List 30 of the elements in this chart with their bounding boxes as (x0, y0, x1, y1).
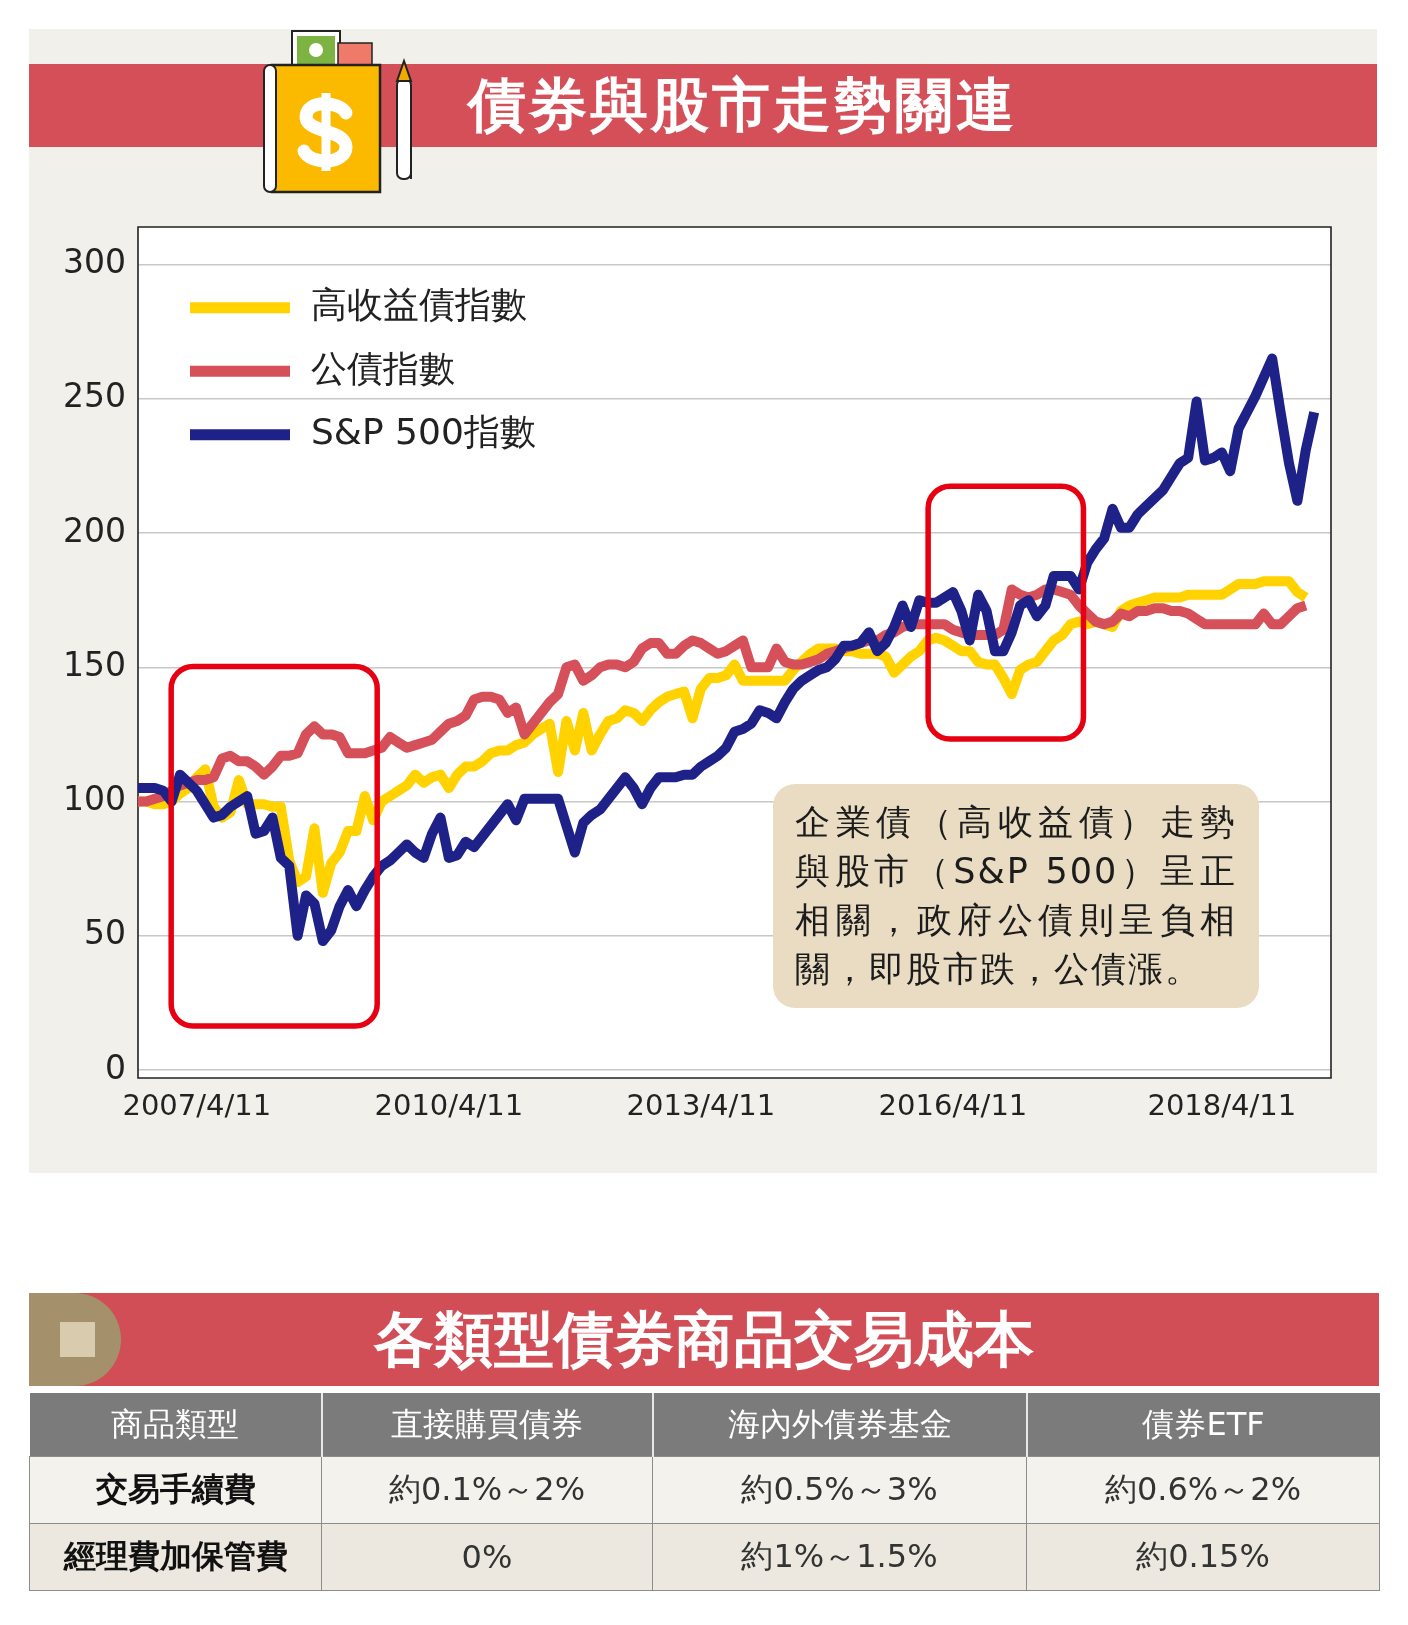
text: 約0.1%～2% (388, 1470, 586, 1508)
y-tick-label: 50 (84, 913, 126, 953)
annotation: 企業債（高收益債）走勢與股市（S&P 500）呈正相關，政府公債則呈負相關，即股市跌，公債漲。 (773, 784, 1259, 1008)
text: 各類型債券商品交易成本 (29, 1293, 1379, 1386)
legend-label: S&P 500指數 (311, 411, 536, 453)
y-tick-label: 250 (63, 376, 126, 416)
text: 約0.15% (1136, 1537, 1270, 1575)
category-label: 經理費加保管費 (63, 1537, 288, 1575)
text: 0% (461, 1538, 513, 1576)
x-tick-label: 2010/4/11 (374, 1087, 524, 1122)
x-tick-label: 2013/4/11 (626, 1087, 776, 1122)
y-tick-label: 150 (63, 644, 126, 684)
y-tick-label: 100 (63, 779, 126, 819)
text: 約0.5%～3% (741, 1470, 938, 1508)
category-label: 海內外債券基金 (652, 1393, 1027, 1457)
category-label: 債券ETF (1026, 1393, 1380, 1457)
text: 約1%～1.5% (741, 1537, 938, 1575)
y-tick-label: 0 (105, 1047, 126, 1087)
category-label: 交易手續費 (95, 1470, 256, 1508)
text: 約0.6%～2% (1104, 1470, 1302, 1508)
legend-label: 公債指數 (311, 347, 455, 389)
chart-title: 債券與股市走勢關連 (465, 70, 1018, 141)
y-tick-label: 300 (63, 242, 126, 282)
x-tick-label: 2007/4/11 (122, 1087, 272, 1122)
category-label: 直接購買債券 (321, 1393, 653, 1457)
y-tick-label: 200 (63, 510, 126, 550)
legend-label: 高收益債指數 (311, 284, 527, 326)
x-tick-label: 2018/4/11 (1147, 1087, 1297, 1122)
x-tick-label: 2016/4/11 (878, 1087, 1028, 1122)
text: 商品類型 (29, 1393, 322, 1457)
